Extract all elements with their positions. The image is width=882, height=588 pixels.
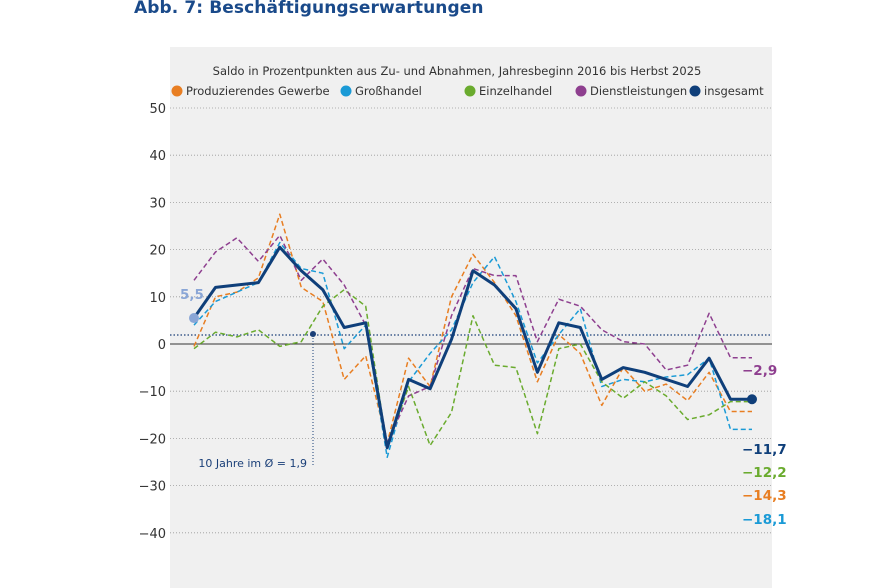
legend-marker [464, 85, 476, 97]
average-marker [310, 331, 316, 338]
end-value-label: −14,3 [742, 488, 787, 504]
series-line-einzelhandel [193, 288, 752, 449]
y-tick-label: 30 [149, 196, 166, 211]
average-line-group: 10 Jahre im Ø = 1,9 [170, 331, 772, 470]
grid [170, 107, 772, 534]
y-tick-label: 40 [149, 149, 166, 164]
end-value-label: −2,9 [742, 363, 777, 379]
start-point-marker [189, 313, 199, 324]
legend-label: Großhandel [355, 84, 422, 98]
legend-label: Produzierendes Gewerbe [186, 84, 330, 98]
legend-marker [171, 85, 183, 97]
legend-label: Dienstleistungen [590, 84, 687, 98]
end-value-label: −12,2 [742, 465, 787, 481]
legend-marker [689, 85, 701, 97]
y-tick-label: −10 [139, 385, 166, 400]
y-tick-label: −40 [139, 527, 166, 542]
start-value-label: 5,5 [180, 287, 204, 303]
figure-title: Abb. 7: Beschäftigungserwartungen [134, 0, 484, 18]
y-tick-label: 50 [149, 102, 166, 117]
series-group [192, 213, 752, 459]
chart-background [170, 47, 772, 588]
end-point-marker [747, 394, 757, 405]
series-line-produzierendes-gewerbe [193, 213, 752, 444]
chart-subtitle: Saldo in Prozentpunkten aus Zu- und Abna… [213, 64, 702, 78]
end-value-label: −18,1 [742, 512, 787, 528]
series-line-dienstleistungen [193, 234, 752, 444]
y-tick-label: 0 [158, 338, 166, 353]
y-tick-label: −20 [139, 432, 166, 447]
series-line-insgesamt [192, 245, 752, 450]
end-value-label: −11,7 [742, 442, 787, 458]
y-tick-label: 10 [149, 291, 166, 306]
legend: Produzierendes Gewerbe Großhandel Einzelha… [171, 84, 764, 98]
y-tick-label: 20 [149, 244, 166, 259]
y-axis: 50 40 30 20 10 0 −10 −20 −30 −40 [139, 102, 166, 542]
average-label: 10 Jahre im Ø = 1,9 [198, 457, 307, 470]
legend-label: Einzelhandel [479, 84, 552, 98]
legend-label: insgesamt [704, 84, 764, 98]
legend-marker [340, 85, 352, 97]
legend-marker [575, 85, 587, 97]
annotations: 5,5 −2,9 −11,7 −12,2 −14,3 −18,1 [180, 287, 787, 528]
y-tick-label: −30 [139, 480, 166, 495]
